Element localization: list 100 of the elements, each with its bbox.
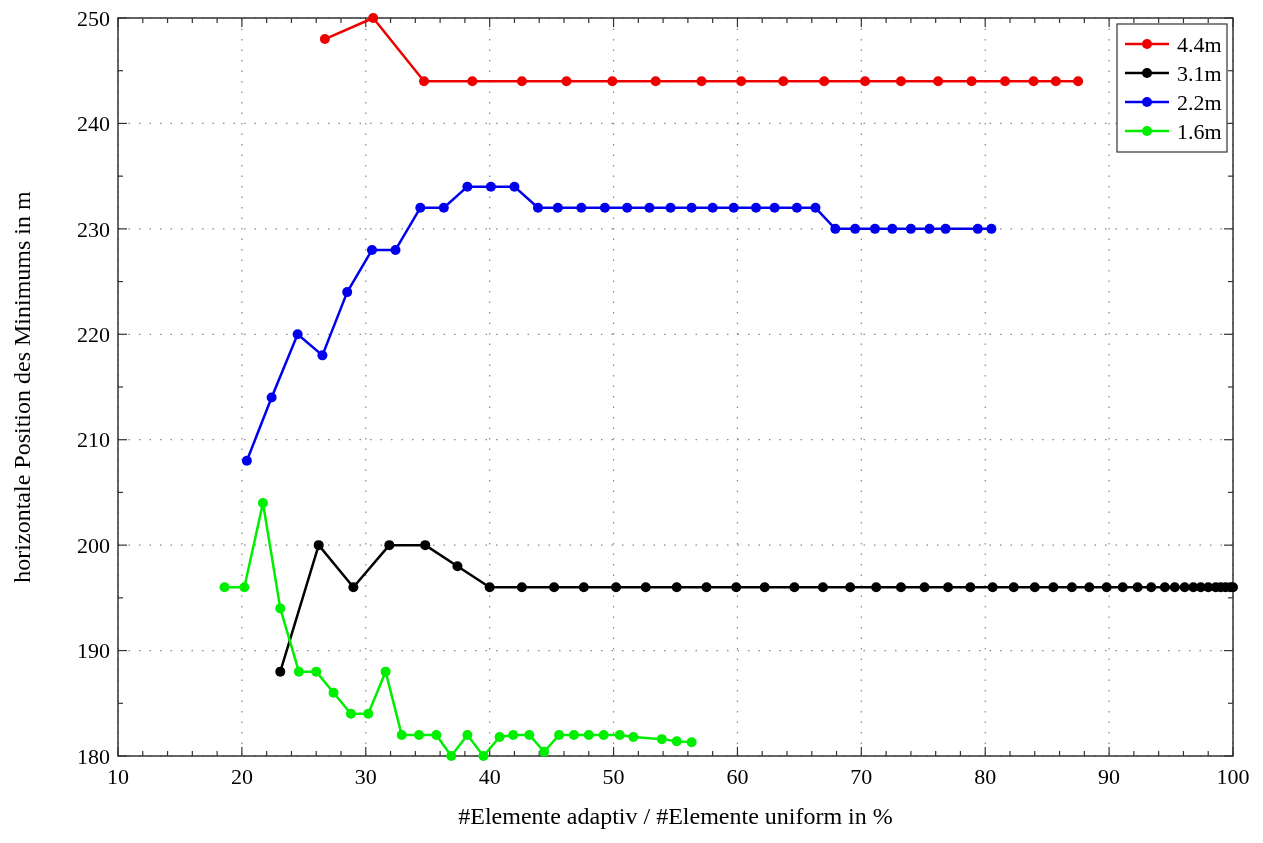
x-tick-label: 80 bbox=[974, 764, 997, 789]
point bbox=[348, 582, 359, 593]
point bbox=[1132, 582, 1143, 593]
point bbox=[317, 350, 328, 361]
point bbox=[363, 708, 374, 719]
point bbox=[292, 329, 303, 340]
point bbox=[583, 729, 594, 740]
point bbox=[972, 223, 983, 234]
point bbox=[686, 202, 697, 213]
point bbox=[1146, 582, 1157, 593]
point bbox=[380, 666, 391, 677]
x-tick-label: 10 bbox=[107, 764, 129, 789]
point bbox=[241, 455, 252, 466]
point bbox=[368, 13, 379, 23]
point bbox=[219, 582, 230, 593]
point bbox=[871, 582, 882, 593]
point bbox=[895, 582, 906, 593]
point bbox=[1169, 582, 1180, 593]
point bbox=[671, 582, 682, 593]
y-tick-label: 190 bbox=[77, 638, 110, 664]
point bbox=[845, 582, 856, 593]
point bbox=[366, 244, 377, 255]
x-tick-label: 60 bbox=[726, 764, 749, 789]
point bbox=[696, 76, 707, 87]
point bbox=[1073, 76, 1084, 87]
point bbox=[568, 729, 579, 740]
point bbox=[239, 582, 250, 593]
point bbox=[516, 76, 527, 87]
y-tick-label: 200 bbox=[77, 532, 110, 558]
point bbox=[1028, 76, 1039, 87]
x-tick-label: 40 bbox=[478, 764, 501, 789]
point bbox=[342, 287, 353, 298]
point bbox=[1048, 582, 1059, 593]
point bbox=[328, 687, 339, 698]
x-tick-label: 100 bbox=[1216, 764, 1250, 789]
point bbox=[345, 708, 356, 719]
y-axis-title: horizontale Position des Minimums in m bbox=[9, 191, 35, 583]
point bbox=[850, 223, 861, 234]
point bbox=[452, 561, 463, 572]
point bbox=[384, 540, 395, 551]
point bbox=[736, 76, 747, 87]
point bbox=[686, 737, 697, 748]
point bbox=[446, 751, 457, 761]
point bbox=[1159, 582, 1170, 593]
point bbox=[778, 76, 789, 87]
point bbox=[524, 729, 535, 740]
point bbox=[607, 76, 618, 87]
point bbox=[987, 582, 998, 593]
point bbox=[516, 582, 527, 593]
point bbox=[313, 540, 324, 551]
point bbox=[860, 76, 871, 87]
x-tick-label: 50 bbox=[602, 764, 625, 789]
point bbox=[275, 603, 286, 614]
point bbox=[293, 666, 304, 677]
point bbox=[431, 729, 442, 740]
point bbox=[554, 729, 565, 740]
point bbox=[728, 202, 739, 213]
point bbox=[275, 666, 286, 677]
point bbox=[561, 76, 572, 87]
point bbox=[943, 582, 954, 593]
y-tick-label: 210 bbox=[77, 427, 110, 453]
point bbox=[924, 223, 935, 234]
point bbox=[1117, 582, 1128, 593]
point bbox=[478, 751, 489, 761]
y-tick-label: 230 bbox=[77, 216, 110, 242]
point bbox=[611, 582, 622, 593]
point bbox=[484, 582, 495, 593]
y-tick-label: 180 bbox=[77, 743, 110, 769]
point bbox=[508, 729, 519, 740]
point bbox=[509, 181, 520, 192]
point bbox=[769, 202, 780, 213]
point bbox=[599, 202, 610, 213]
point bbox=[1084, 582, 1095, 593]
point bbox=[1029, 582, 1040, 593]
legend-label: 3.1m bbox=[1177, 60, 1222, 86]
legend-label: 2.2m bbox=[1177, 89, 1222, 115]
point bbox=[622, 202, 633, 213]
point bbox=[319, 34, 330, 45]
point bbox=[830, 223, 841, 234]
point bbox=[671, 736, 682, 747]
legend-label: 4.4m bbox=[1177, 31, 1222, 57]
point bbox=[731, 582, 742, 593]
point bbox=[819, 76, 830, 87]
point bbox=[1000, 76, 1011, 87]
point bbox=[549, 582, 560, 593]
point bbox=[759, 582, 770, 593]
point bbox=[887, 223, 898, 234]
point bbox=[869, 223, 880, 234]
point bbox=[817, 582, 828, 593]
point bbox=[751, 202, 762, 213]
point bbox=[462, 729, 473, 740]
point bbox=[576, 202, 587, 213]
point bbox=[414, 729, 425, 740]
point bbox=[701, 582, 712, 593]
y-tick-label: 240 bbox=[77, 111, 110, 137]
point bbox=[552, 202, 563, 213]
point bbox=[419, 76, 430, 87]
point bbox=[965, 582, 976, 593]
point bbox=[396, 729, 407, 740]
point bbox=[485, 181, 496, 192]
